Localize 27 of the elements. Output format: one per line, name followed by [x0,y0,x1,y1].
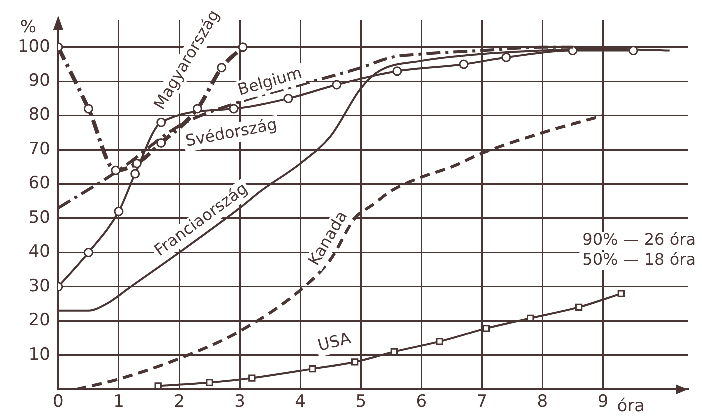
y-tick-label: 90 [28,71,50,92]
y-tick-label: 20 [28,310,50,331]
x-tick-label: 4 [295,392,306,412]
y-tick-label: 30 [28,276,50,296]
x-tick-label: 8 [537,392,548,412]
y-tick-label: 10 [28,344,50,365]
x-tick-label: 3 [234,392,246,412]
y-axis-title: % [20,17,37,38]
x-tick-label: 0 [53,392,64,412]
text: USA [316,328,353,356]
x-axis-title: óra [617,396,646,417]
y-tick-label: 100 [18,36,50,57]
annotation: 50% — 18 óra [582,250,696,270]
text: Svédország [184,114,279,150]
annotation: 90% — 26 óra [582,230,696,250]
y-tick-label: 80 [28,105,50,126]
x-tick-label: 2 [174,392,185,412]
x-tick-label: 7 [476,392,488,412]
x-tick-label: 1 [114,392,124,412]
text: Belgium [236,63,304,100]
y-tick-label: 50 [28,208,50,228]
x-tick-label: 9 [598,392,609,412]
y-tick-label: 60 [28,174,50,194]
y-tick-label: 40 [28,242,50,262]
x-tick-label: 5 [356,392,367,412]
y-tick-label: 70 [28,139,50,160]
x-tick-label: 6 [416,392,428,412]
